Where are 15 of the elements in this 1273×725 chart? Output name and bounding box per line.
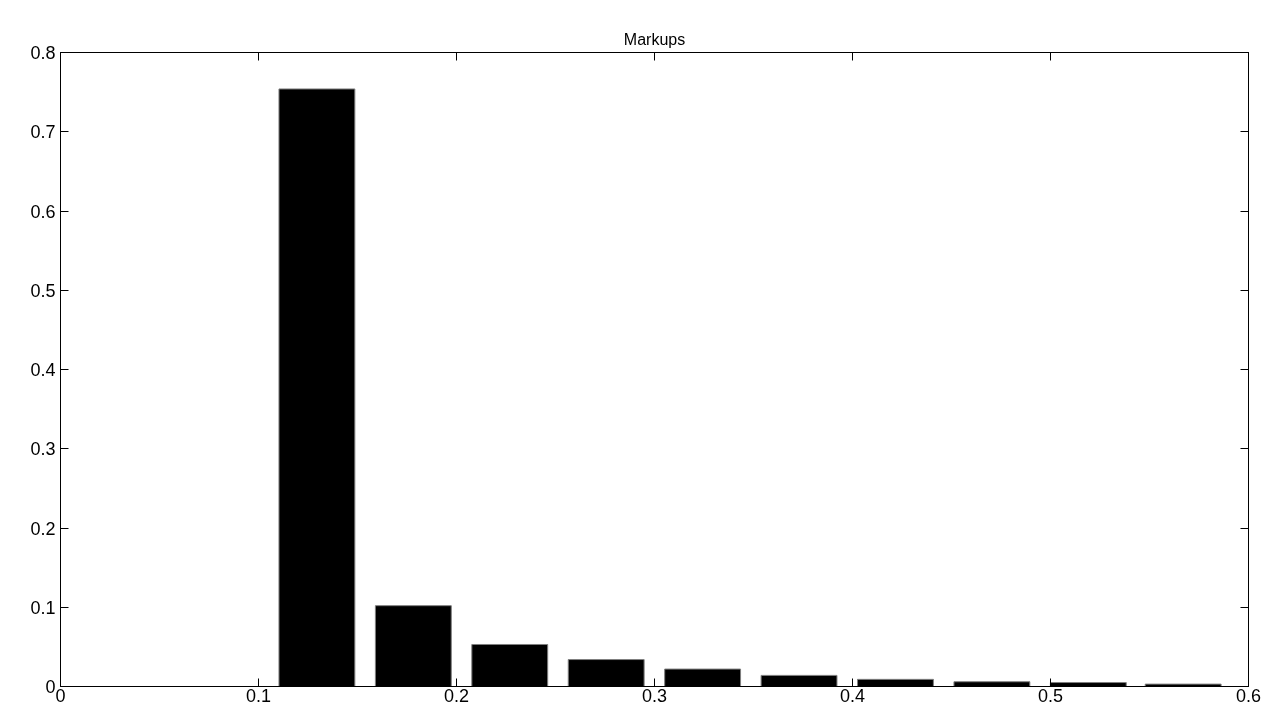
y-tick-label: 0.4	[30, 360, 56, 380]
x-tick-label: 0.3	[641, 685, 668, 706]
x-tick-label: 0.1	[245, 685, 272, 706]
y-tick-label: 0.2	[30, 518, 56, 539]
chart-title: Markups	[623, 30, 686, 48]
y-tick-label: 0.5	[30, 280, 56, 301]
x-tick-label: 0.5	[1037, 685, 1064, 706]
y-tick-label: 0.1	[30, 597, 56, 618]
x-tick-label: 0.4	[839, 685, 866, 706]
y-tick-label: 0.7	[30, 122, 56, 143]
y-tick-label: 0.3	[30, 439, 56, 460]
x-tick-label: 0.6	[1235, 685, 1262, 706]
x-tick-label: 0.2	[443, 685, 470, 706]
y-tick-label: 0.6	[30, 201, 56, 222]
y-tick-label: 0.8	[30, 43, 56, 63]
